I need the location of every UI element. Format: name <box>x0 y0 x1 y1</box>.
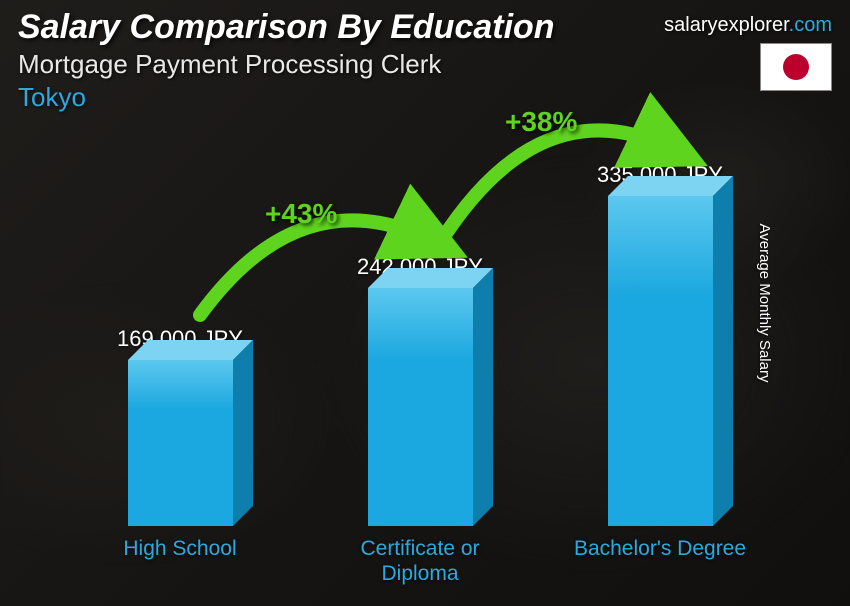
brand-suffix: .com <box>789 14 832 36</box>
bar-face-top <box>608 176 733 196</box>
bar-face-right <box>713 176 733 526</box>
y-axis-label: Average Monthly Salary <box>756 224 773 383</box>
brand-main: salaryexplorer <box>664 14 789 36</box>
bar-face-front <box>368 288 473 526</box>
flag-japan-icon <box>760 43 832 91</box>
bar-face-top <box>128 340 253 360</box>
bar <box>608 196 713 526</box>
bar-chart: 169,000 JPYHigh School242,000 JPYCertifi… <box>60 126 780 586</box>
bar-group: 242,000 JPYCertificate or Diploma <box>320 254 520 586</box>
bar <box>128 360 233 526</box>
bar-face-front <box>608 196 713 526</box>
bar-face-top <box>368 268 493 288</box>
bar-group: 335,000 JPYBachelor's Degree <box>560 162 760 586</box>
branding: salaryexplorer.com <box>664 14 832 91</box>
bar-face-front <box>128 360 233 526</box>
bar-face-right <box>233 340 253 526</box>
brand-name: salaryexplorer.com <box>664 14 832 37</box>
bar-category-label: High School <box>123 536 236 586</box>
bar-category-label: Bachelor's Degree <box>574 536 746 586</box>
bar-face-right <box>473 268 493 526</box>
bar-category-label: Certificate or Diploma <box>320 536 520 586</box>
increase-percent-label: +43% <box>265 198 337 230</box>
bar <box>368 288 473 526</box>
bar-group: 169,000 JPYHigh School <box>80 326 280 586</box>
